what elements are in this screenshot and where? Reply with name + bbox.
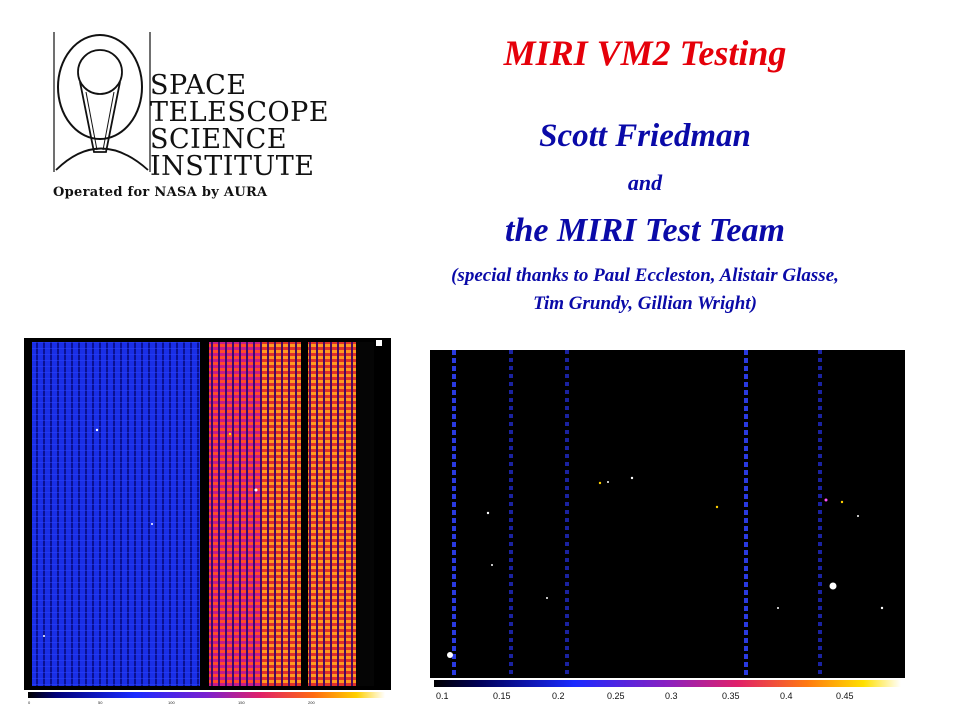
acknowledgements-line-1: (special thanks to Paul Eccleston, Alist… — [451, 265, 839, 286]
left-colorbar-tick-100: 100 — [168, 700, 175, 705]
left-colorbar-tick-150: 150 — [238, 700, 245, 705]
detector-image-right-plot: 0.1 0.15 0.2 0.25 0.3 0.35 0.4 0.45 — [430, 350, 905, 706]
detector-image-left-plot: 0 50 100 150 200 — [24, 338, 391, 706]
detector-image-right: 0.1 0.15 0.2 0.25 0.3 0.35 0.4 0.45 — [430, 350, 905, 706]
left-colorbar-tick-50: 50 — [98, 700, 103, 705]
logo-tagline: Operated for NASA by AURA — [53, 185, 268, 200]
right-colorbar-tick-4: 0.3 — [665, 691, 678, 701]
logo-word-telescope: TELESCOPE — [150, 97, 330, 128]
stsci-logo-mark — [53, 32, 151, 172]
logo-word-space: SPACE — [150, 70, 247, 101]
right-colorbar-tick-1: 0.15 — [493, 691, 511, 701]
acknowledgements: (special thanks to Paul Eccleston, Alist… — [340, 262, 950, 318]
right-colorbar-tick-7: 0.45 — [836, 691, 854, 701]
right-colorbar-tick-3: 0.25 — [607, 691, 625, 701]
right-colorbar-tick-0: 0.1 — [436, 691, 449, 701]
left-colorbar-tick-200: 200 — [308, 700, 315, 705]
right-colorbar-tick-6: 0.4 — [780, 691, 793, 701]
slide-title: MIRI VM2 Testing — [503, 33, 787, 73]
logo-word-institute: INSTITUTE — [150, 151, 315, 182]
acknowledgements-line-2: Tim Grundy, Gillian Wright) — [533, 293, 757, 314]
logo-word-science: SCIENCE — [150, 124, 288, 155]
conjunction-text: and — [627, 170, 663, 195]
right-colorbar-tick-5: 0.35 — [722, 691, 740, 701]
team-name: the MIRI Test Team — [505, 212, 785, 249]
right-colorbar-tick-2: 0.2 — [552, 691, 565, 701]
detector-image-left: 0 50 100 150 200 — [24, 338, 391, 706]
left-colorbar-tick-0: 0 — [28, 700, 31, 705]
stsci-logo: SPACE TELESCOPE SCIENCE INSTITUTE Operat… — [50, 32, 350, 212]
author-name: Scott Friedman — [539, 118, 751, 154]
